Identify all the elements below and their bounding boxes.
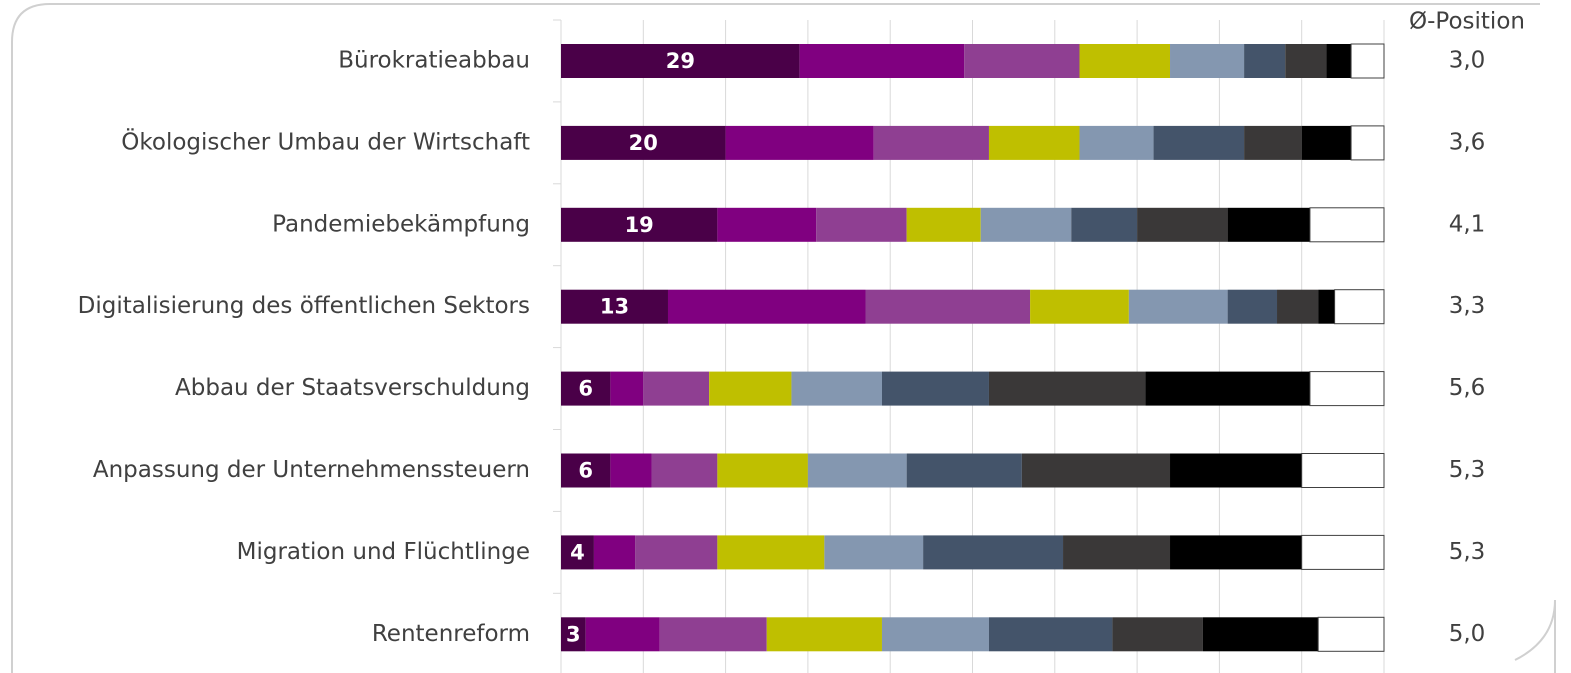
category-label: Ökologischer Umbau der Wirtschaft	[121, 127, 530, 155]
data-label: 19	[625, 213, 654, 237]
category-label: Bürokratieabbau	[338, 48, 530, 74]
bar-segment	[988, 617, 1113, 652]
bar-segment	[1227, 207, 1310, 242]
bar-segment	[1170, 44, 1245, 78]
bar-segment	[717, 535, 825, 570]
avg-label: 5,0	[1449, 621, 1486, 647]
bar-segment	[1137, 207, 1228, 242]
bar-segment	[610, 453, 652, 488]
bar-segment	[906, 453, 1022, 488]
bar-segment	[980, 207, 1072, 242]
bar-segment	[635, 535, 718, 570]
bar-segment	[1301, 125, 1352, 160]
bar-segment	[561, 44, 800, 78]
bar-segment	[643, 371, 710, 406]
bar-segment	[593, 535, 636, 570]
bar-segment	[1301, 534, 1385, 570]
bar-segment	[1071, 207, 1138, 242]
bar-segment	[1244, 44, 1286, 78]
bar-segment	[1170, 453, 1302, 488]
bar-segment	[667, 289, 866, 324]
bar-segment	[1350, 125, 1385, 161]
bar-segment	[561, 453, 611, 488]
bar-segment	[709, 371, 792, 406]
avg-label: 5,6	[1449, 375, 1486, 401]
bar-segment	[1202, 617, 1319, 652]
bar-segment	[561, 207, 718, 242]
bar-segment	[1244, 125, 1302, 160]
bar-segment	[881, 617, 989, 652]
category-label: Anpassung der Unternehmenssteuern	[93, 457, 530, 483]
bar-segment	[1063, 535, 1171, 570]
category-label: Migration und Flüchtlinge	[237, 539, 530, 565]
bar-segment	[561, 125, 726, 160]
bar-segment	[717, 207, 817, 242]
bar-segment	[1301, 453, 1385, 488]
bar-segment	[873, 125, 989, 160]
avg-label: 3,3	[1449, 293, 1486, 319]
category-label: Pandemiebekämpfung	[272, 211, 530, 237]
bar-segment	[1277, 289, 1319, 324]
bar-segment	[799, 44, 965, 78]
bar-segment	[585, 617, 660, 652]
bar-segment	[1317, 616, 1385, 652]
category-label: Digitalisierung des öffentlichen Sektors	[78, 293, 530, 319]
avg-label: 3,0	[1449, 48, 1486, 74]
bar-segment	[1326, 44, 1352, 78]
bar-segment	[561, 371, 611, 406]
bar-segment	[659, 617, 767, 652]
category-label: Abbau der Staatsverschuldung	[175, 375, 530, 401]
bar-segment	[1079, 125, 1154, 160]
bar-segment	[923, 535, 1064, 570]
bar-segment	[1145, 371, 1310, 406]
bar-segment	[1128, 289, 1228, 324]
avg-label: 4,1	[1449, 211, 1486, 237]
bar-segment	[906, 207, 981, 242]
bar-segment	[561, 289, 668, 324]
bar-segment	[1318, 289, 1335, 324]
bar-segment	[1334, 289, 1385, 325]
avg-label: 5,3	[1449, 539, 1486, 565]
bar-segment	[865, 289, 1031, 324]
bar-segment	[1309, 207, 1385, 243]
bar-segment	[1309, 371, 1385, 407]
bar-segment	[816, 207, 907, 242]
data-label: 20	[629, 131, 658, 155]
bar-segment	[1079, 44, 1171, 78]
avg-label: 5,3	[1449, 457, 1486, 483]
bar-segment	[610, 371, 644, 406]
bar-segment	[1153, 125, 1245, 160]
bar-segment	[766, 617, 882, 652]
bar-segment	[561, 617, 586, 652]
data-label: 4	[570, 540, 585, 564]
data-label: 29	[666, 49, 695, 73]
bar-segment	[1350, 43, 1385, 79]
data-label: 3	[566, 622, 581, 646]
bar-segment	[1227, 289, 1278, 324]
bar-segment	[1170, 535, 1302, 570]
category-label: Rentenreform	[372, 621, 530, 647]
avg-title: Ø-Position	[1409, 9, 1525, 35]
bar-segment	[881, 371, 989, 406]
bar-segment	[725, 125, 874, 160]
bar-segment	[1112, 617, 1203, 652]
bar-segment	[988, 371, 1146, 406]
data-label: 6	[578, 377, 593, 401]
bar-segment	[807, 453, 907, 488]
bar-segment	[791, 371, 882, 406]
bar-segment	[1021, 453, 1171, 488]
bar-segment	[1030, 289, 1129, 324]
bar-segment	[824, 535, 924, 570]
data-label: 13	[600, 295, 629, 319]
bar-segment	[561, 535, 594, 570]
bar-segment	[964, 44, 1080, 78]
avg-label: 3,6	[1449, 129, 1486, 155]
bar-segment	[1285, 44, 1327, 78]
frame	[11, 3, 1556, 673]
data-label: 6	[578, 459, 593, 483]
bar-segment	[651, 453, 718, 488]
bar-segment	[717, 453, 808, 488]
bar-segment	[988, 125, 1080, 160]
